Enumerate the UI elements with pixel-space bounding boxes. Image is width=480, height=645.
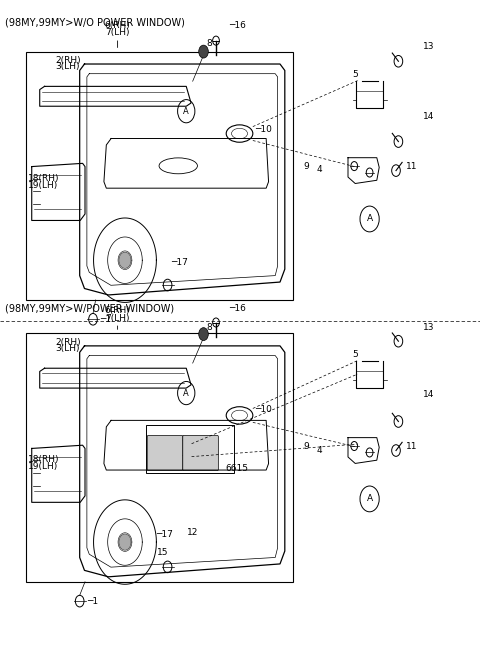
Text: 8: 8 — [206, 39, 212, 48]
Text: 5: 5 — [352, 70, 358, 79]
Text: 11: 11 — [406, 442, 417, 451]
Bar — [26, 52, 293, 300]
Bar — [146, 425, 234, 473]
Text: 14: 14 — [423, 112, 435, 121]
Text: ─17: ─17 — [171, 258, 188, 267]
Text: 5: 5 — [352, 350, 358, 359]
Text: 2(RH): 2(RH) — [55, 338, 81, 347]
Text: 12: 12 — [187, 528, 199, 537]
Text: 7(LH): 7(LH) — [105, 313, 130, 322]
Text: A: A — [183, 106, 189, 115]
Text: 7(LH): 7(LH) — [105, 28, 130, 37]
FancyBboxPatch shape — [147, 435, 183, 471]
Text: 6(RH): 6(RH) — [105, 306, 131, 315]
Text: A: A — [183, 388, 189, 397]
Text: (98MY,99MY>W/O POWER WINDOW): (98MY,99MY>W/O POWER WINDOW) — [5, 17, 185, 27]
Text: 13: 13 — [423, 323, 435, 332]
Text: A: A — [367, 215, 372, 223]
Text: 6(RH): 6(RH) — [105, 21, 131, 30]
Text: 13: 13 — [423, 42, 435, 51]
Text: 19(LH): 19(LH) — [28, 462, 58, 471]
Text: ─10: ─10 — [255, 124, 272, 134]
Text: 3(LH): 3(LH) — [55, 344, 80, 353]
Text: 4: 4 — [317, 165, 323, 174]
Text: 18(RH): 18(RH) — [28, 455, 60, 464]
Text: 9: 9 — [303, 442, 309, 451]
Text: 9: 9 — [303, 162, 309, 171]
Text: 11: 11 — [406, 162, 417, 171]
Text: 19(LH): 19(LH) — [28, 181, 58, 190]
FancyBboxPatch shape — [183, 435, 218, 471]
Circle shape — [199, 328, 208, 341]
Text: ─16: ─16 — [229, 304, 246, 313]
Text: 4: 4 — [317, 446, 323, 455]
Text: ─1: ─1 — [87, 597, 98, 606]
Text: ─10: ─10 — [255, 405, 272, 414]
Text: 8: 8 — [206, 322, 212, 332]
Text: ─1: ─1 — [100, 315, 111, 324]
Text: 18(RH): 18(RH) — [28, 174, 60, 183]
Text: 14: 14 — [423, 390, 435, 399]
Text: 2(RH): 2(RH) — [55, 55, 81, 64]
Circle shape — [119, 252, 131, 268]
Text: A: A — [367, 495, 372, 503]
Text: ─17: ─17 — [156, 530, 173, 539]
Circle shape — [199, 45, 208, 58]
Bar — [26, 333, 293, 582]
Text: ─16: ─16 — [229, 21, 246, 30]
Circle shape — [119, 534, 131, 550]
Text: 15: 15 — [156, 548, 168, 557]
Text: (98MY,99MY>W/POWER WINDOW): (98MY,99MY>W/POWER WINDOW) — [5, 303, 174, 313]
Text: 3(LH): 3(LH) — [55, 62, 80, 71]
Text: 6615: 6615 — [226, 464, 249, 473]
